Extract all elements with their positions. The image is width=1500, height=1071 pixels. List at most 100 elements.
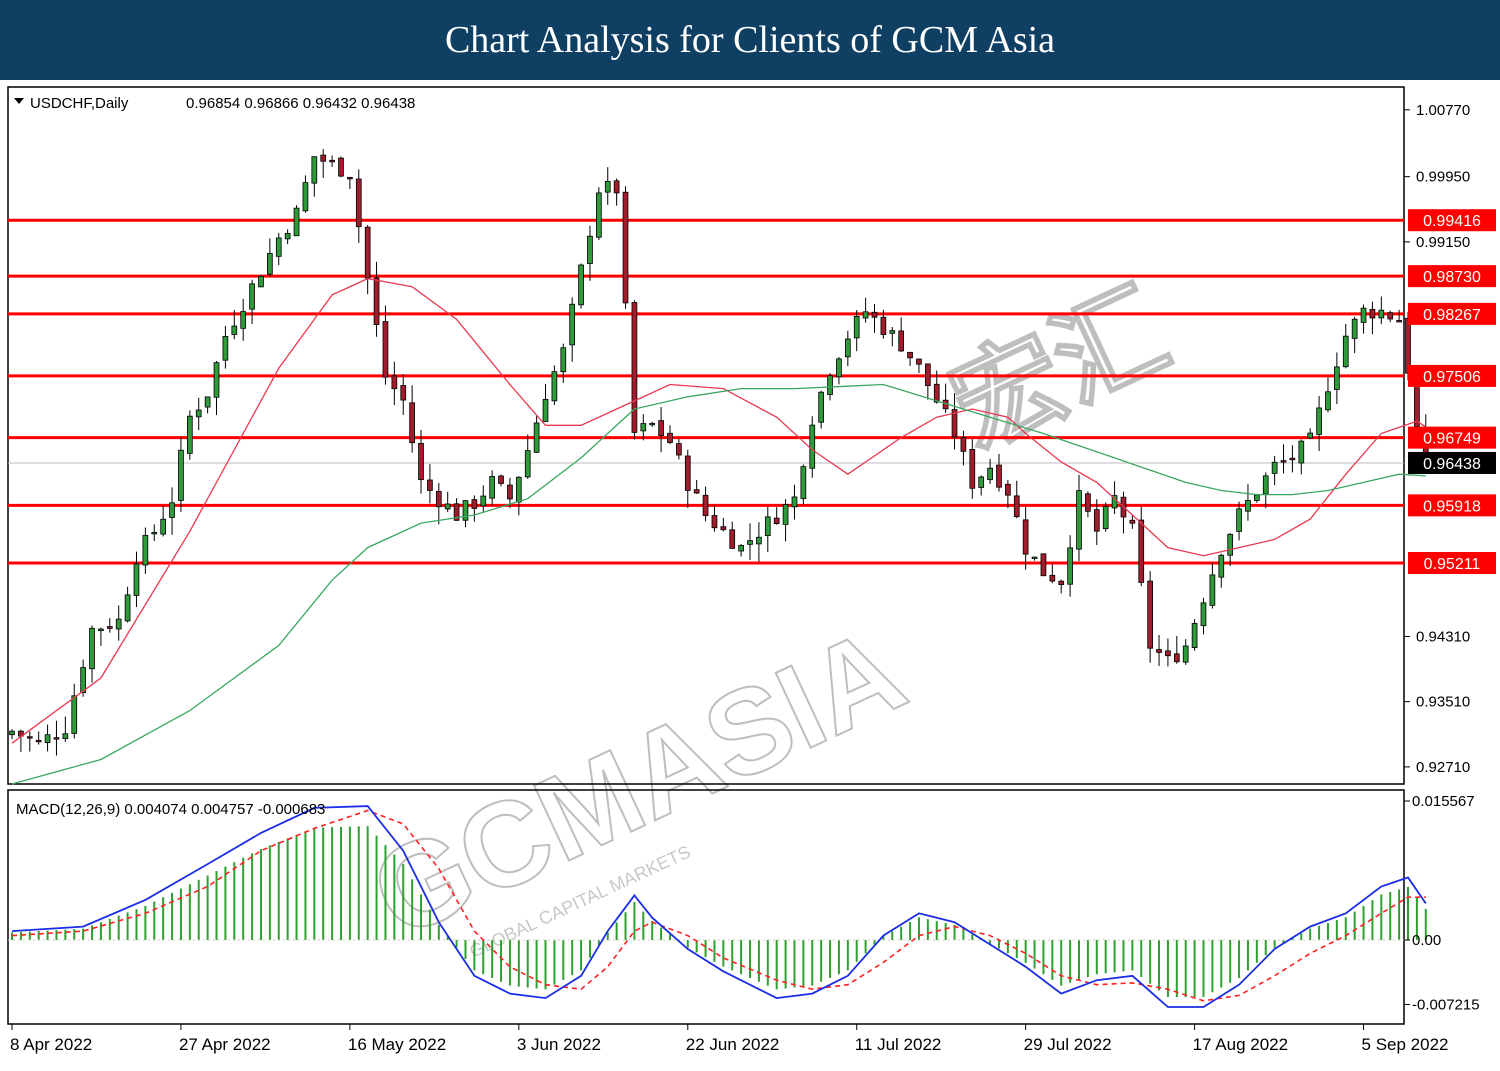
candle-body	[1067, 547, 1073, 585]
candle-body	[391, 375, 398, 390]
candle-body	[960, 437, 967, 452]
candle-body	[756, 536, 762, 545]
candle-body	[1360, 307, 1367, 323]
date-axis-label: 5 Sep 2022	[1362, 1035, 1449, 1054]
macd-axis-label: -0.007215	[1412, 996, 1480, 1013]
candle-body	[1191, 623, 1198, 648]
candle-body	[889, 330, 896, 334]
candle-body	[507, 484, 513, 500]
candle-body	[773, 517, 780, 525]
candle-body	[71, 695, 78, 734]
candle-body	[480, 495, 487, 507]
candle-body	[1165, 650, 1171, 657]
candle-body	[782, 504, 789, 525]
candle-body	[542, 398, 549, 422]
candle-body	[160, 518, 167, 535]
candle-body	[1342, 335, 1349, 368]
candle-body	[951, 409, 958, 438]
candle-body	[1147, 580, 1153, 649]
candle-body	[1325, 391, 1331, 411]
candle-body	[178, 449, 184, 501]
candle-body	[1298, 440, 1305, 464]
candle-body	[1138, 519, 1145, 583]
level-price-tag	[1408, 426, 1496, 449]
candle-body	[133, 563, 140, 596]
candle-body	[373, 277, 380, 325]
level-price-tag	[1408, 302, 1496, 325]
date-axis-label: 27 Apr 2022	[179, 1035, 271, 1054]
candle-body	[382, 321, 389, 378]
candle-body	[711, 515, 718, 529]
candle-body	[898, 330, 905, 352]
candle-body	[186, 415, 193, 454]
macd-axis-label: 0.015567	[1412, 793, 1475, 810]
candle-body	[640, 423, 647, 432]
candle-body	[1085, 493, 1091, 512]
candle-body	[1316, 407, 1322, 435]
price-panel-frame	[7, 86, 1405, 785]
candle-body	[427, 479, 433, 491]
current-price-label: 0.96438	[1423, 456, 1481, 473]
candle-body	[1253, 494, 1260, 501]
candle-body	[1022, 519, 1029, 555]
candle-body	[1245, 499, 1251, 512]
symbol-label: USDCHF,Daily	[30, 95, 129, 112]
candle-body	[9, 730, 15, 736]
candle-body	[1102, 506, 1109, 530]
ohlc-label: 0.96854 0.96866 0.96432 0.96438	[186, 95, 415, 112]
candle-body	[916, 358, 922, 365]
ma-fast-line	[11, 277, 1427, 744]
candle-body	[1351, 318, 1358, 339]
candle-body	[320, 154, 327, 162]
level-price-label: 0.99416	[1423, 213, 1481, 230]
level-price-tag	[1408, 364, 1496, 387]
candle-body	[213, 362, 220, 398]
date-axis-label: 11 Jul 2022	[855, 1035, 942, 1054]
candle-body	[1209, 574, 1216, 606]
candle-body	[844, 338, 851, 358]
candle-body	[996, 464, 1002, 488]
candle-body	[1031, 556, 1038, 559]
candle-body	[1093, 509, 1100, 532]
candle-body	[435, 490, 442, 508]
candle-body	[1156, 649, 1162, 653]
candle-body	[925, 363, 931, 386]
symbol-dropdown-icon[interactable]	[14, 98, 24, 104]
level-price-label: 0.98730	[1423, 269, 1481, 286]
signal-line	[11, 809, 1426, 1002]
candle-body	[1271, 461, 1278, 474]
candle-body	[44, 734, 51, 744]
candle-body	[1173, 653, 1180, 663]
candle-body	[124, 594, 131, 622]
level-price-tag	[1408, 209, 1496, 232]
candle-body	[1005, 483, 1011, 496]
candle-body	[1387, 312, 1394, 320]
level-price-label: 0.95211	[1424, 556, 1481, 573]
candle-body	[62, 733, 69, 739]
level-price-tag	[1408, 494, 1496, 517]
ma-slow-line	[11, 383, 1426, 785]
candle-body	[498, 475, 504, 484]
macd-axis-label: 0.00	[1412, 932, 1441, 949]
candle-body	[275, 237, 282, 257]
candle-body	[409, 402, 415, 444]
candle-body	[649, 422, 656, 426]
candle-body	[658, 420, 664, 437]
price-axis-label: 0.99950	[1416, 169, 1470, 186]
candle-body	[827, 375, 833, 395]
macd-line	[11, 805, 1427, 1008]
candle-body	[267, 253, 273, 275]
candle-body	[1378, 309, 1385, 319]
candle-body	[1013, 495, 1020, 518]
watermark: GCMASIA 宏汇 GLOBAL CAPITAL MARKETS	[352, 264, 1187, 965]
candle-body	[676, 443, 682, 456]
candle-body	[293, 207, 300, 237]
candle-body	[489, 476, 495, 499]
candle-body	[1218, 554, 1225, 578]
candle-body	[400, 385, 407, 401]
candle-body	[747, 540, 753, 545]
candle-body	[222, 336, 229, 361]
candle-body	[1236, 508, 1242, 532]
level-price-label: 0.97506	[1423, 369, 1481, 386]
